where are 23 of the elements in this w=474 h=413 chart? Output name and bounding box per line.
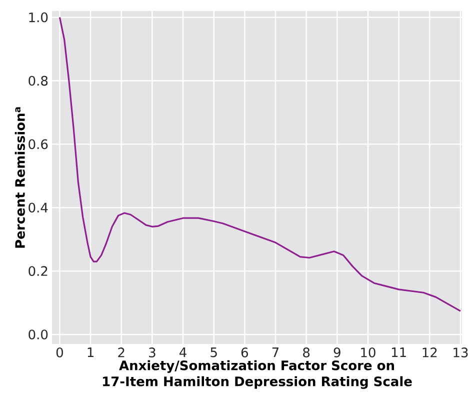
x-tick-label: 11 [392,348,406,358]
x-tick-label: 4 [180,348,186,358]
y-tick-label: 0.0 [28,330,48,340]
x-tick-label: 7 [272,348,279,358]
y-axis-title: Percent Remission$^{a}$ [14,107,25,248]
x-tick-label: 13 [454,348,468,358]
y-tick-label: 1.0 [29,12,48,22]
x-tick-label: 3 [149,348,156,358]
y-tick-label: 0.2 [28,266,48,276]
x-tick-label: 0 [56,348,63,358]
x-tick-label: 2 [118,348,124,358]
x-tick-label: 8 [303,348,310,358]
x-axis-title: Anxiety/Somatization Factor Score on 17-Item Hamilton Depression Rating Scale [103,360,412,389]
line-series [58,16,462,312]
y-tick-label: 0.4 [28,202,48,213]
x-tick-label: 1 [88,348,94,358]
x-tick-label: 6 [241,348,248,358]
x-tick-label: 10 [361,348,376,358]
x-tick-label: 12 [422,348,437,358]
y-tick-label: 0.6 [28,139,48,150]
x-tick-label: 9 [334,348,340,358]
x-tick-label: 5 [210,348,217,358]
y-tick-label: 0.8 [28,76,48,86]
